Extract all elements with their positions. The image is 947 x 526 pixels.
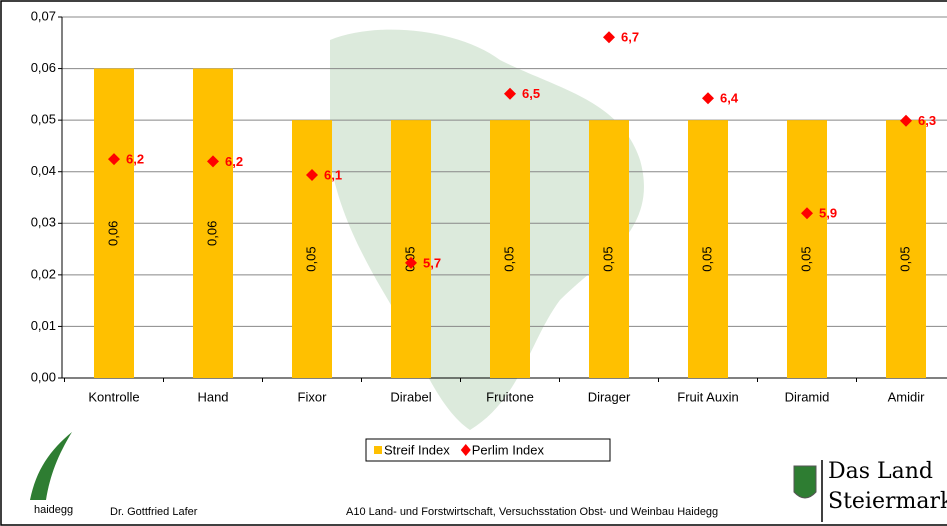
y-tick-label: 0,06 (31, 60, 56, 75)
x-tick-label: Fruit Auxin (677, 389, 738, 404)
bar (490, 120, 530, 379)
x-tick-label: Dirabel (390, 389, 431, 404)
point-label: 5,9 (819, 206, 837, 221)
bar (886, 120, 926, 379)
y-tick-label: 0,07 (31, 8, 56, 23)
diamond (801, 207, 813, 220)
diamond (108, 153, 120, 166)
bar-label: 0,05 (303, 246, 318, 271)
logo-text: haidegg (34, 504, 73, 516)
bar (94, 68, 134, 379)
y-tick-label: 0,05 (31, 112, 56, 127)
author: Dr. Gottfried Lafer (110, 506, 198, 518)
x-tick-label: Diramid (785, 389, 830, 404)
diamond (207, 155, 219, 168)
x-tick-label: Kontrolle (88, 389, 139, 404)
x-tick-label: Hand (197, 389, 228, 404)
bar-label: 0,05 (699, 246, 714, 271)
x-tick-label: Amidir (888, 389, 926, 404)
bar (391, 120, 431, 379)
point-label: 6,5 (522, 86, 540, 101)
point-label: 6,3 (918, 113, 936, 128)
bar-label: 0,06 (105, 221, 120, 246)
coat-of-arms (793, 465, 817, 499)
point-label: 6,1 (324, 167, 342, 182)
legend-swatch (460, 444, 471, 456)
diamond (405, 256, 417, 269)
y-tick-label: 0,01 (31, 318, 56, 333)
brand-line: Das Land (828, 459, 933, 484)
legend-swatch (374, 446, 382, 454)
y-tick-label: 0,03 (31, 215, 56, 230)
logo-leaf (30, 432, 72, 500)
bar-label: 0,05 (501, 246, 516, 271)
x-tick-label: Fruitone (486, 389, 534, 404)
diamond (306, 168, 318, 181)
point-label: 6,4 (720, 91, 739, 106)
legend-box (365, 438, 611, 462)
bar (589, 120, 629, 379)
point-label: 5,7 (423, 255, 441, 270)
x-tick-label: Fixor (298, 389, 328, 404)
point-label: 6,2 (126, 152, 144, 167)
bar (292, 120, 332, 379)
bar-label: 0,05 (600, 246, 615, 271)
diamond (603, 31, 615, 44)
point-label: 6,2 (225, 154, 243, 169)
brand-line: Steiermark (828, 489, 947, 514)
diamond (900, 114, 912, 127)
bar (787, 120, 827, 379)
bar-label: 0,05 (897, 246, 912, 271)
legend-label: Streif Index (384, 442, 450, 457)
diamond (702, 92, 714, 105)
y-tick-label: 0,02 (31, 266, 56, 281)
x-tick-label: Dirager (588, 389, 631, 404)
y-tick-label: 0,04 (31, 163, 56, 178)
bar (688, 120, 728, 379)
point-label: 6,7 (621, 30, 639, 45)
bar (193, 68, 233, 379)
legend-label: Perlim Index (472, 442, 545, 457)
y-tick-label: 0,00 (31, 369, 56, 384)
institution: A10 Land- und Forstwirtschaft, Versuchss… (346, 506, 718, 518)
bar-label: 0,06 (204, 221, 219, 246)
bar-label: 0,05 (798, 246, 813, 271)
diamond (504, 87, 516, 100)
